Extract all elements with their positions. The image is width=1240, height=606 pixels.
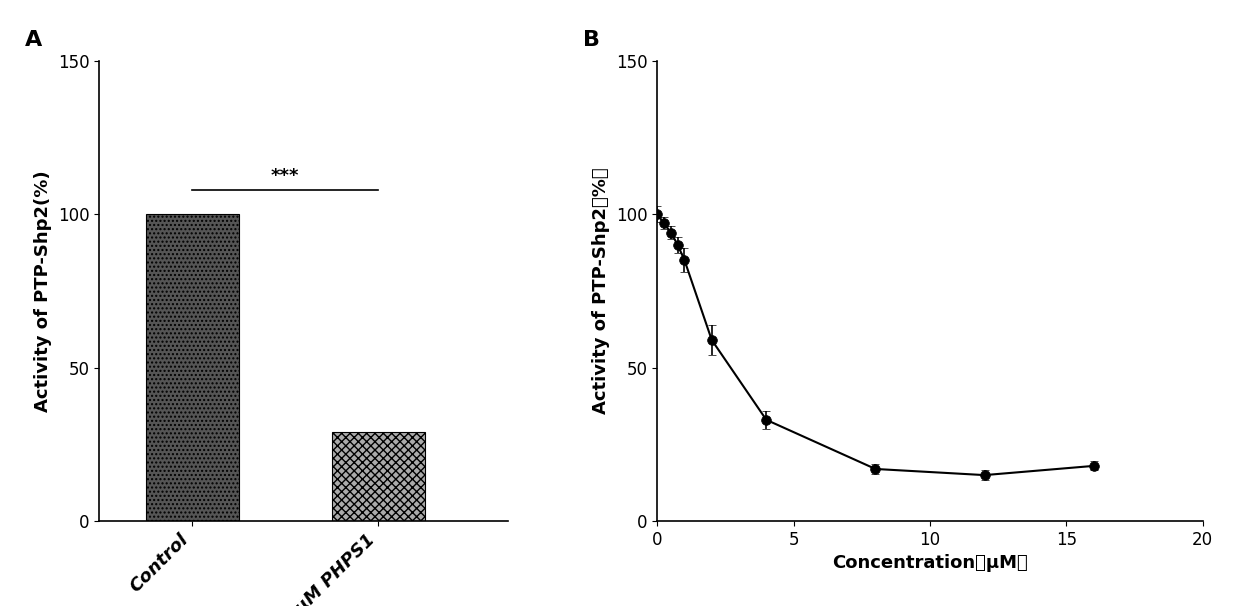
Bar	[332, 432, 424, 521]
Y-axis label: Activity of PTP-Shp2(%): Activity of PTP-Shp2(%)	[35, 170, 52, 411]
X-axis label: Concentration（μM）: Concentration（μM）	[832, 554, 1028, 573]
Y-axis label: Activity of PTP-Shp2（%）: Activity of PTP-Shp2（%）	[593, 168, 610, 414]
Text: A: A	[25, 30, 42, 50]
Text: ***: ***	[272, 167, 299, 185]
Bar	[146, 214, 239, 521]
Text: B: B	[583, 30, 600, 50]
